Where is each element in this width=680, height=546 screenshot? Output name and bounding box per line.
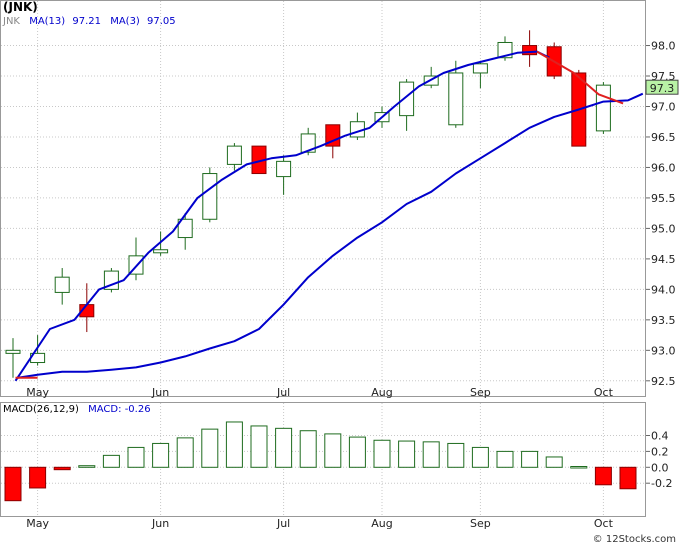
macd-bar <box>78 465 96 468</box>
ma13-line <box>17 92 644 379</box>
month-label: May <box>26 386 49 399</box>
month-label: Jul <box>276 517 290 530</box>
legend-ma13-label: MA(13) <box>29 16 65 27</box>
legend-ma3-value: 97.05 <box>147 16 176 27</box>
macd-bar <box>348 436 366 468</box>
candle-up <box>5 349 21 354</box>
macd-tick-label: -0.2 <box>651 477 672 490</box>
price-tick-label: 95.5 <box>651 192 676 205</box>
candle-up <box>595 84 611 132</box>
legend-ma13-value: 97.21 <box>72 16 101 27</box>
macd-bar <box>324 433 342 468</box>
macd-bar <box>127 446 145 468</box>
candle-down <box>325 124 341 147</box>
legend-symbol: JNK <box>2 16 20 27</box>
candle-down <box>522 45 538 56</box>
macd-bar <box>102 454 120 468</box>
last-price-marker: 97.3 <box>645 79 679 95</box>
macd-bar <box>447 442 465 468</box>
legend-ma3-label: MA(3) <box>110 16 140 27</box>
price-tick-label: 96.5 <box>651 131 676 144</box>
candle-up <box>202 173 218 220</box>
macd-bar <box>398 440 416 468</box>
chart-title: (JNK) <box>3 0 38 14</box>
macd-bar <box>53 466 71 471</box>
price-tick-label: 94.0 <box>651 283 676 296</box>
price-tick-label: 94.5 <box>651 253 676 266</box>
macd-y-axis: 0.4 0.2 0.0 -0.2 <box>646 429 672 490</box>
macd-bar <box>570 466 588 469</box>
price-tick-label: 96.0 <box>651 161 676 174</box>
macd-bar <box>201 428 219 468</box>
macd-bar <box>496 450 514 468</box>
price-y-axis: 92.5 93.0 93.5 94.0 94.5 95.0 95.5 96.0 96.5 97.0… <box>646 40 676 388</box>
month-label: Jul <box>276 386 290 399</box>
ma3-down-segment <box>536 50 624 105</box>
macd-bar <box>545 456 563 468</box>
macd-bar <box>619 466 637 490</box>
candle-up <box>153 249 169 254</box>
macd-bar <box>471 446 489 468</box>
macd-bar <box>521 450 539 468</box>
macd-bar <box>275 427 293 468</box>
macd-tick-label: 0.0 <box>651 461 669 474</box>
macd-legend-macd-value: -0.26 <box>125 404 151 415</box>
copyright: © 12Stocks.com <box>593 534 676 545</box>
month-label: Sep <box>470 517 491 530</box>
price-tick-label: 97.0 <box>651 100 676 113</box>
month-label: Aug <box>371 386 392 399</box>
macd-bar <box>152 442 170 468</box>
macd-bar <box>29 466 47 489</box>
last-price-box <box>645 79 679 95</box>
price-legend: JNK MA(13) 97.21 MA(3) 97.05 <box>2 16 176 27</box>
ma3-line <box>14 50 550 382</box>
month-label: Jun <box>151 517 169 530</box>
macd-grid <box>1 434 646 484</box>
month-label: Aug <box>371 517 392 530</box>
macd-bar <box>373 439 391 468</box>
candle-up <box>472 63 488 74</box>
price-panel-frame <box>0 0 646 397</box>
last-price-value: 97.3 <box>650 82 675 95</box>
macd-legend-label: MACD(26,12,9) <box>3 404 79 415</box>
macd-tick-label: 0.2 <box>651 445 669 458</box>
macd-tick-label: 0.4 <box>651 429 669 442</box>
candle-up <box>399 81 415 117</box>
macd-legend-macd-label: MACD: <box>88 404 121 415</box>
macd-bar <box>4 466 22 502</box>
month-label: Jun <box>151 386 169 399</box>
macd-bar <box>250 425 268 468</box>
price-tick-label: 98.0 <box>651 40 676 53</box>
candle-up <box>497 41 513 59</box>
candle-up <box>300 133 316 153</box>
moving-average-lines <box>14 50 644 382</box>
price-tick-label: 93.5 <box>651 314 676 327</box>
month-label: May <box>26 517 49 530</box>
macd-bar <box>225 421 243 468</box>
candle-up <box>177 218 193 239</box>
month-label: Oct <box>594 386 614 399</box>
macd-bar <box>299 430 317 468</box>
price-tick-label: 95.0 <box>651 222 676 235</box>
month-label: Oct <box>594 517 614 530</box>
macd-bar <box>594 466 612 486</box>
price-tick-label: 93.0 <box>651 344 676 357</box>
candle-up <box>226 145 242 165</box>
macd-histogram <box>4 421 637 502</box>
candle-up <box>276 160 292 178</box>
price-tick-label: 92.5 <box>651 375 676 388</box>
candle-up <box>448 72 464 126</box>
price-grid <box>1 1 646 516</box>
candle-up <box>54 276 70 293</box>
candle-up <box>103 270 119 290</box>
macd-bar <box>422 441 440 468</box>
macd-bar <box>176 437 194 468</box>
month-axis: May May Jun Jun Jul Jul Aug Aug Sep Sep Oct Oct <box>26 386 613 530</box>
macd-legend: MACD(26,12,9) MACD: -0.26 <box>3 404 151 415</box>
month-label: Sep <box>470 386 491 399</box>
